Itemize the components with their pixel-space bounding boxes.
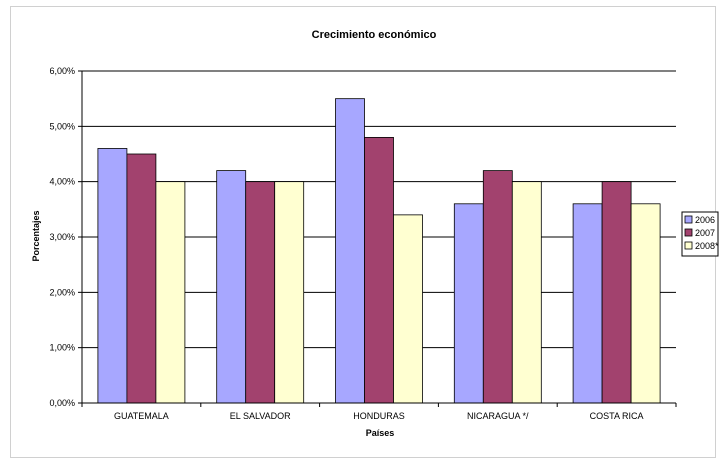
bar-2008-1 <box>274 181 305 404</box>
chart-title: Crecimiento económico <box>312 29 437 41</box>
x-tick-label: NICARAGUA */ <box>467 411 529 421</box>
legend-entry: 2007 <box>695 228 715 238</box>
y-tick-label: 3,00% <box>49 232 75 242</box>
x-tick-label: HONDURAS <box>353 411 405 421</box>
legend-swatch <box>684 215 693 224</box>
bar-2008-3 <box>511 181 542 404</box>
y-tick-label: 4,00% <box>49 177 75 187</box>
y-tick-label: 5,00% <box>49 121 75 131</box>
bar-2007-1 <box>245 181 276 404</box>
x-tick-labels: GUATEMALA EL SALVADOR HONDURAS NICARAGUA */… <box>114 411 644 421</box>
y-tick-label: 0,00% <box>49 398 75 408</box>
x-tick-label: GUATEMALA <box>114 411 169 421</box>
legend-swatch <box>684 241 693 250</box>
bar-2008-4 <box>630 203 661 404</box>
y-axis-label: Porcentajes <box>31 210 41 261</box>
bar-2006-4 <box>572 203 603 404</box>
y-tick-label: 1,00% <box>49 343 75 353</box>
legend: 2006 2007 2008* <box>681 211 719 257</box>
y-tick-label: 2,00% <box>49 287 75 297</box>
x-tick-label: EL SALVADOR <box>230 411 291 421</box>
bar-2006-3 <box>453 203 484 404</box>
bar-2008-2 <box>393 214 423 404</box>
bar-2007-0 <box>126 153 157 404</box>
legend-swatch <box>684 228 693 237</box>
legend-entry: 2008* <box>695 241 719 251</box>
bar-2007-4 <box>601 181 632 404</box>
bar-2006-0 <box>97 148 128 404</box>
legend-entry: 2006 <box>695 215 715 225</box>
bars <box>97 98 661 404</box>
y-tick-labels: 0,00% 1,00% 2,00% 3,00% 4,00% 5,00% 6,00% <box>49 66 75 408</box>
bar-2007-2 <box>364 136 394 404</box>
bar-2008-0 <box>155 181 186 404</box>
axes <box>78 70 677 407</box>
x-tick-label: COSTA RICA <box>590 411 644 421</box>
y-tick-label: 6,00% <box>49 66 75 76</box>
bar-2006-1 <box>216 170 247 404</box>
x-axis-label: Países <box>366 428 395 438</box>
bar-2007-3 <box>482 170 513 404</box>
bar-2006-2 <box>335 98 365 404</box>
